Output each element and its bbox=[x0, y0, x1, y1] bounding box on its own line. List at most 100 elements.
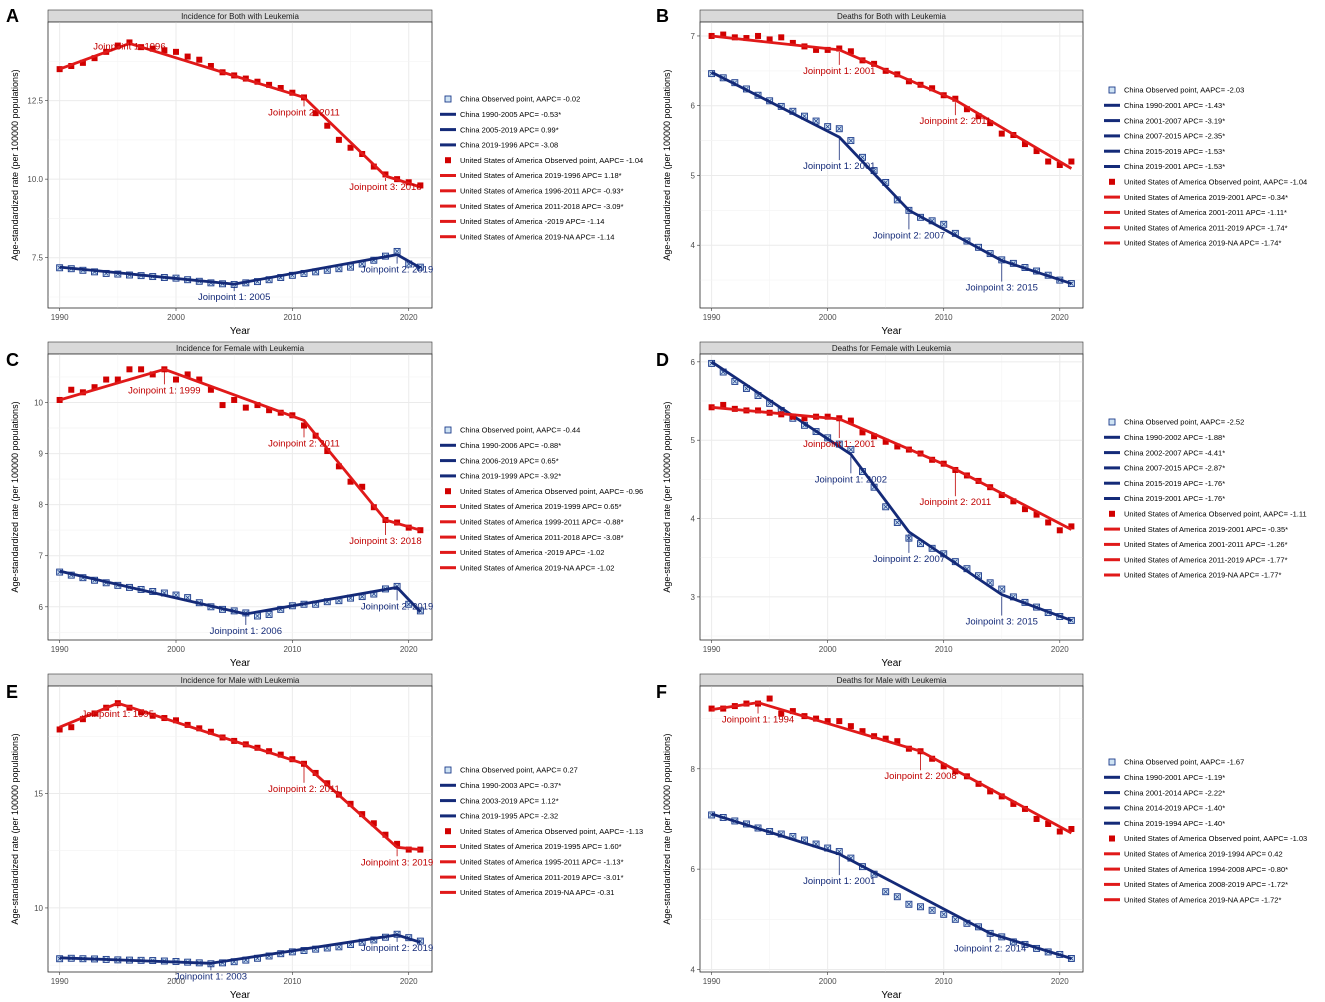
legend: China Observed point, AAPC= -0.02 China 1… bbox=[440, 95, 643, 241]
observed-point bbox=[184, 371, 191, 378]
x-tick-label: 2000 bbox=[167, 977, 185, 986]
legend-label: China 2007-2015 APC= -2.35* bbox=[1124, 132, 1225, 141]
x-tick-label: 2010 bbox=[935, 313, 953, 322]
series-china bbox=[708, 811, 1075, 962]
observed-point-cross bbox=[883, 504, 888, 510]
y-tick-label: 6 bbox=[691, 102, 696, 111]
joinpoint-label: Joinpoint 1: 2001 bbox=[803, 876, 875, 887]
panel-e: E Incidence for Male with Leukemia 1990 200… bbox=[6, 673, 643, 1001]
observed-point bbox=[789, 708, 796, 715]
y-tick-label: 10.0 bbox=[27, 175, 43, 184]
y-axis-title: Age-standardized rate (per 100000 popula… bbox=[10, 401, 20, 592]
joinpoint-label: Joinpoint 1: 2001 bbox=[803, 439, 875, 450]
plot-border bbox=[47, 21, 433, 309]
legend-label: United States of America 1995-2011 APC= … bbox=[460, 858, 624, 867]
joinpoint-label: Joinpoint 1: 1996 bbox=[93, 41, 165, 52]
legend-label: United States of America 2011-2019 APC= … bbox=[460, 873, 624, 882]
y-tick-label: 15 bbox=[34, 790, 43, 799]
y-axis-title: Age-standardized rate (per 100000 popula… bbox=[10, 733, 20, 924]
observed-point-cross bbox=[929, 908, 935, 913]
observed-point bbox=[1068, 158, 1075, 165]
observed-point bbox=[347, 478, 354, 485]
legend-label: United States of America 2019-NA APC= -0… bbox=[460, 888, 614, 897]
legend-label: United States of America 2019-1999 APC= … bbox=[460, 502, 622, 511]
observed-point bbox=[905, 900, 913, 908]
observed-point-cross bbox=[918, 904, 923, 910]
legend-label: United States of America 2011-2018 APC= … bbox=[460, 533, 624, 542]
observed-point bbox=[894, 738, 901, 745]
y-tick-label: 9 bbox=[39, 450, 44, 459]
observed-point bbox=[1056, 527, 1063, 534]
observed-point bbox=[149, 45, 156, 52]
legend-label: China 2003-2019 APC= 1.12* bbox=[460, 796, 559, 805]
observed-point-cross bbox=[266, 612, 272, 617]
observed-point bbox=[265, 611, 273, 618]
observed-point bbox=[417, 182, 424, 189]
legend-point-key bbox=[445, 488, 451, 495]
joinpoint-label: Joinpoint 2: 2007 bbox=[873, 554, 945, 565]
legend-label: United States of America 2008-2019 APC= … bbox=[1124, 880, 1288, 889]
observed-point bbox=[149, 371, 156, 378]
observed-point bbox=[1033, 148, 1040, 155]
legend-label: China Observed point, AAPC= -0.02 bbox=[460, 95, 580, 104]
legend-label: China 2019-1995 APC= -2.32 bbox=[460, 812, 558, 821]
observed-point bbox=[173, 376, 179, 383]
fitted-line bbox=[710, 70, 1072, 285]
joinpoint-label: Joinpoint 2: 2011 bbox=[268, 784, 340, 795]
observed-point-cross bbox=[883, 889, 888, 894]
observed-point bbox=[1010, 498, 1017, 505]
observed-point bbox=[789, 39, 796, 46]
panel-f: F Deaths for Male with Leukemia 1990 2000 20… bbox=[656, 673, 1307, 1001]
legend-label: United States of America Observed point,… bbox=[1124, 834, 1307, 843]
legend-label: United States of America -2019 APC= -1.1… bbox=[460, 217, 604, 226]
legend-label: United States of America 2001-2011 APC= … bbox=[1124, 540, 1288, 549]
observed-point bbox=[998, 492, 1005, 499]
x-tick-label: 2000 bbox=[819, 313, 837, 322]
y-tick-label: 4 bbox=[691, 965, 696, 974]
fitted-line bbox=[59, 933, 421, 965]
x-tick-label: 2020 bbox=[400, 313, 418, 322]
observed-point bbox=[847, 48, 854, 55]
observed-point-cross bbox=[336, 598, 342, 603]
legend-label: United States of America 2019-NA APC= -1… bbox=[460, 563, 614, 572]
series-usa bbox=[56, 366, 424, 534]
joinpoint-label: Joinpoint 1: 2002 bbox=[815, 474, 887, 485]
legend-point-key bbox=[444, 766, 452, 774]
legend: China Observed point, AAPC= -1.67 China 1… bbox=[1104, 758, 1307, 904]
observed-point bbox=[1010, 800, 1017, 807]
legend-label: China 1990-2005 APC= -0.53* bbox=[460, 110, 561, 119]
legend-label: China 2015-2019 APC= -1.53* bbox=[1124, 147, 1225, 156]
legend-label: United States of America 1996-2011 APC= … bbox=[460, 187, 624, 196]
x-tick-label: 2010 bbox=[935, 977, 953, 986]
observed-point bbox=[835, 125, 843, 133]
observed-point bbox=[1056, 828, 1063, 835]
legend-label: China 2002-2007 APC= -4.41* bbox=[1124, 448, 1225, 457]
series-china bbox=[708, 359, 1075, 624]
legend-label: United States of America 2019-1994 APC= … bbox=[1124, 850, 1283, 859]
observed-point bbox=[743, 35, 750, 42]
observed-point bbox=[1068, 523, 1075, 530]
observed-point bbox=[242, 404, 249, 411]
plot-border bbox=[699, 21, 1084, 309]
observed-point bbox=[359, 483, 366, 490]
legend-point-key bbox=[444, 426, 452, 434]
observed-point bbox=[312, 110, 319, 117]
observed-point bbox=[266, 407, 273, 414]
joinpoint-label: Joinpoint 3: 2018 bbox=[349, 182, 421, 193]
legend-point-key bbox=[1108, 758, 1116, 766]
observed-point bbox=[859, 728, 866, 735]
y-axis-title: Age-standardized rate (per 100000 popula… bbox=[10, 69, 20, 260]
chart-title: Deaths for Both with Leukemia bbox=[837, 12, 946, 21]
legend-label: China 2015-2019 APC= -1.76* bbox=[1124, 479, 1225, 488]
observed-point bbox=[940, 763, 947, 770]
observed-point-cross bbox=[255, 613, 260, 619]
x-tick-label: 1990 bbox=[51, 977, 69, 986]
observed-point bbox=[347, 144, 354, 151]
legend-point-key bbox=[1109, 510, 1115, 517]
legend-label: China 1990-2001 APC= -1.19* bbox=[1124, 773, 1225, 782]
fitted-line bbox=[711, 34, 1073, 170]
observed-point bbox=[196, 56, 203, 63]
observed-point bbox=[882, 735, 889, 742]
observed-point bbox=[998, 585, 1006, 593]
